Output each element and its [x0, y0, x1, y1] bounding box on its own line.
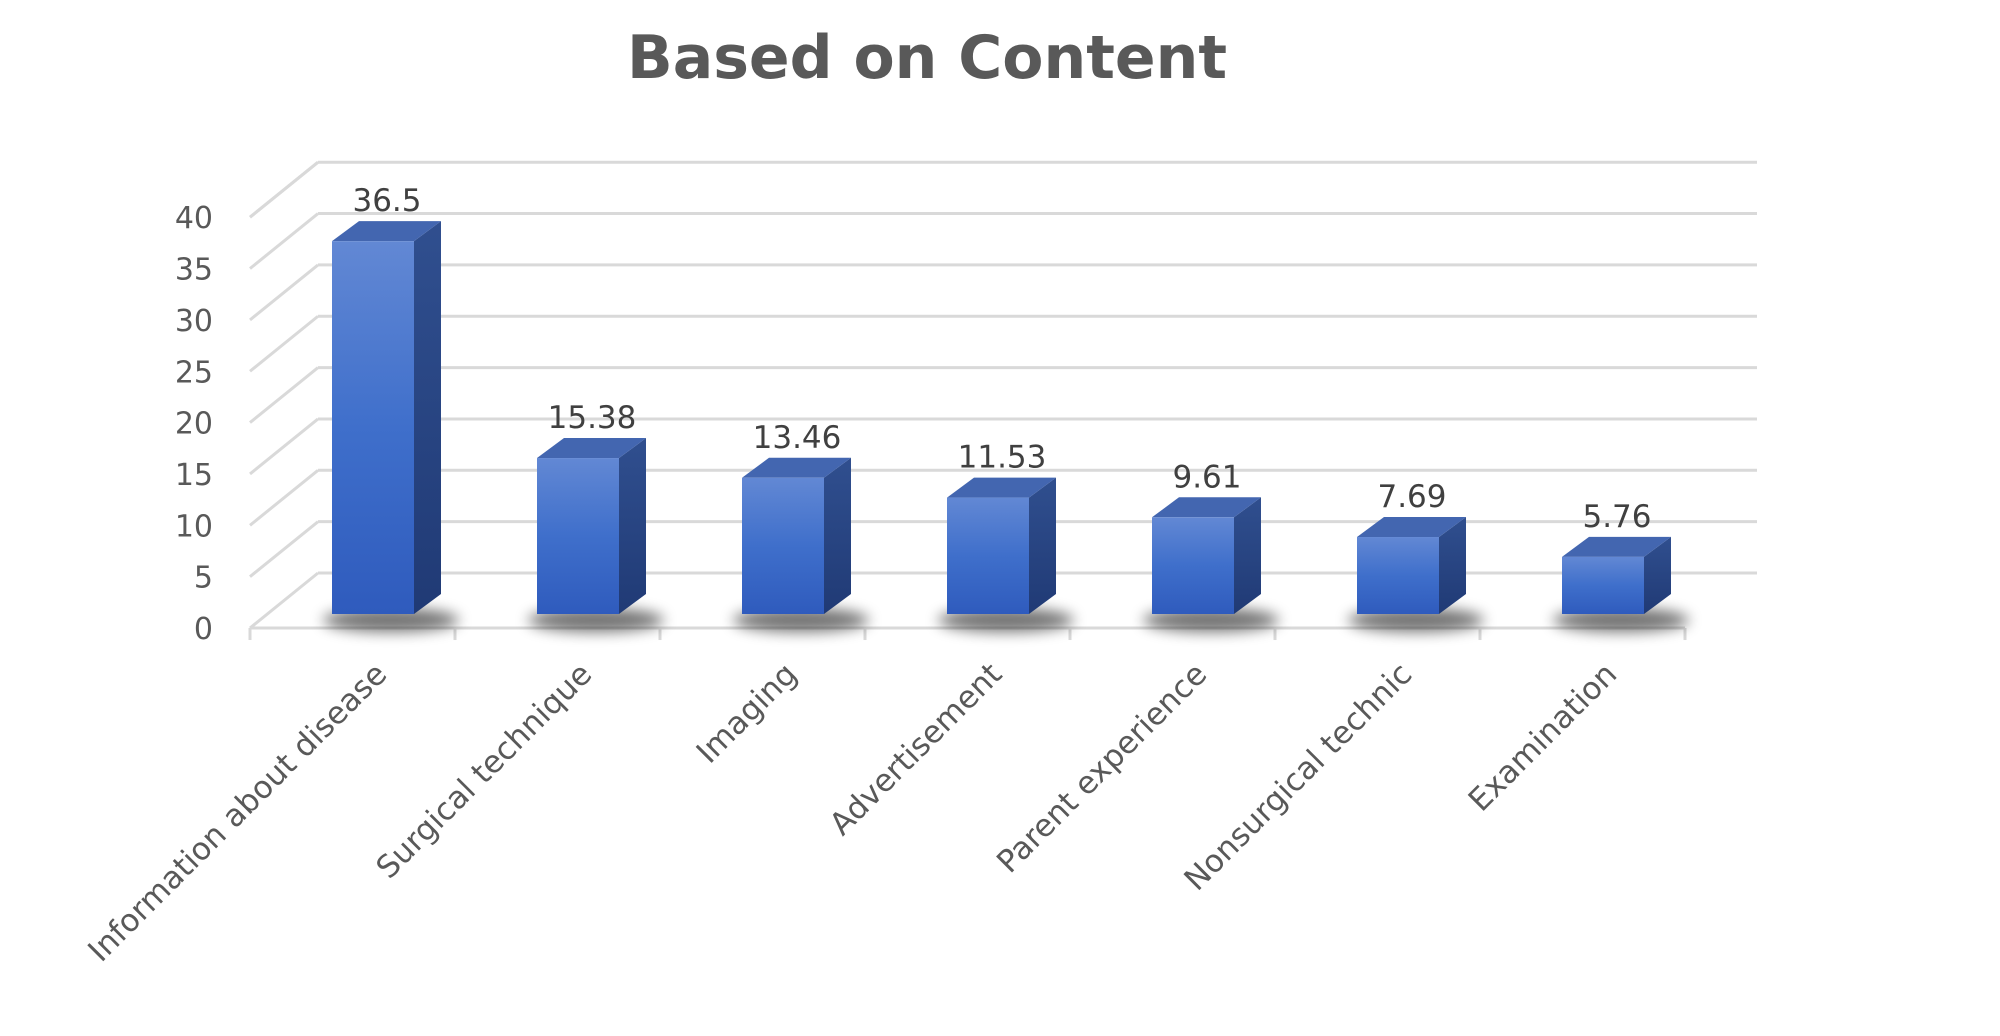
bar-front — [947, 497, 1029, 614]
bar — [1143, 497, 1279, 632]
gridline-diagonal — [249, 161, 319, 219]
data-label: 15.38 — [548, 400, 637, 436]
x-tick-label: Examination — [1462, 656, 1624, 818]
data-label: 9.61 — [1172, 459, 1241, 495]
bar — [938, 477, 1074, 632]
gridline-diagonal — [249, 315, 319, 373]
y-tick-label: 0 — [194, 612, 213, 647]
x-tick-label: Imaging — [690, 656, 805, 771]
bar-top — [1562, 536, 1671, 557]
bar-front — [742, 477, 824, 614]
bar-top — [742, 457, 851, 478]
y-tick-label: 5 — [194, 561, 213, 596]
gridline-diagonal — [249, 417, 319, 476]
bar-top — [537, 438, 646, 459]
data-label: 5.76 — [1582, 499, 1651, 535]
x-tick-label: Advertisement — [823, 656, 1009, 842]
y-tick-label: 20 — [175, 407, 213, 442]
bar — [1553, 536, 1689, 632]
bar — [733, 457, 869, 632]
bar-side — [414, 221, 441, 614]
bar-top — [1357, 517, 1466, 538]
bar-front — [1357, 537, 1439, 614]
gridline-diagonal — [249, 366, 319, 424]
floor-left-edge — [249, 571, 319, 630]
bar-front — [537, 458, 619, 614]
x-tick-label: Parent experience — [990, 656, 1214, 880]
bar-top — [947, 477, 1056, 498]
bar-top — [332, 221, 441, 242]
chart-title: Based on Content — [627, 23, 1227, 93]
bar-side — [619, 438, 646, 614]
x-tick-label: Information about disease — [81, 656, 394, 969]
gridline-diagonal — [249, 212, 319, 270]
bars — [323, 221, 1689, 632]
gridline-diagonal — [249, 469, 319, 527]
bar — [528, 438, 664, 632]
bar-side — [1439, 517, 1466, 614]
y-tick-label: 10 — [175, 509, 213, 544]
bar-top — [1152, 497, 1261, 518]
data-label: 13.46 — [753, 420, 842, 456]
y-tick-label: 25 — [175, 355, 213, 390]
bar — [1348, 517, 1484, 632]
y-tick-label: 15 — [175, 458, 213, 493]
y-tick-label: 30 — [175, 304, 213, 339]
x-tick-label: Nonsurgical technic — [1177, 656, 1419, 898]
bar-front — [1562, 556, 1644, 614]
bar-side — [1234, 497, 1261, 614]
gridline-diagonal — [249, 263, 319, 322]
y-tick-label: 40 — [175, 201, 213, 236]
data-label: 36.5 — [352, 183, 421, 219]
bar-front — [1152, 517, 1234, 614]
bar-side — [1644, 536, 1671, 614]
y-tick-label: 35 — [175, 253, 213, 288]
data-label: 11.53 — [958, 440, 1047, 476]
bar — [323, 221, 459, 632]
data-label: 7.69 — [1377, 479, 1446, 515]
gridline-diagonal — [249, 520, 319, 578]
bar-side — [1029, 477, 1056, 614]
bar-front — [332, 241, 414, 614]
bar-side — [824, 457, 851, 614]
x-tick-label: Surgical technique — [369, 656, 599, 886]
